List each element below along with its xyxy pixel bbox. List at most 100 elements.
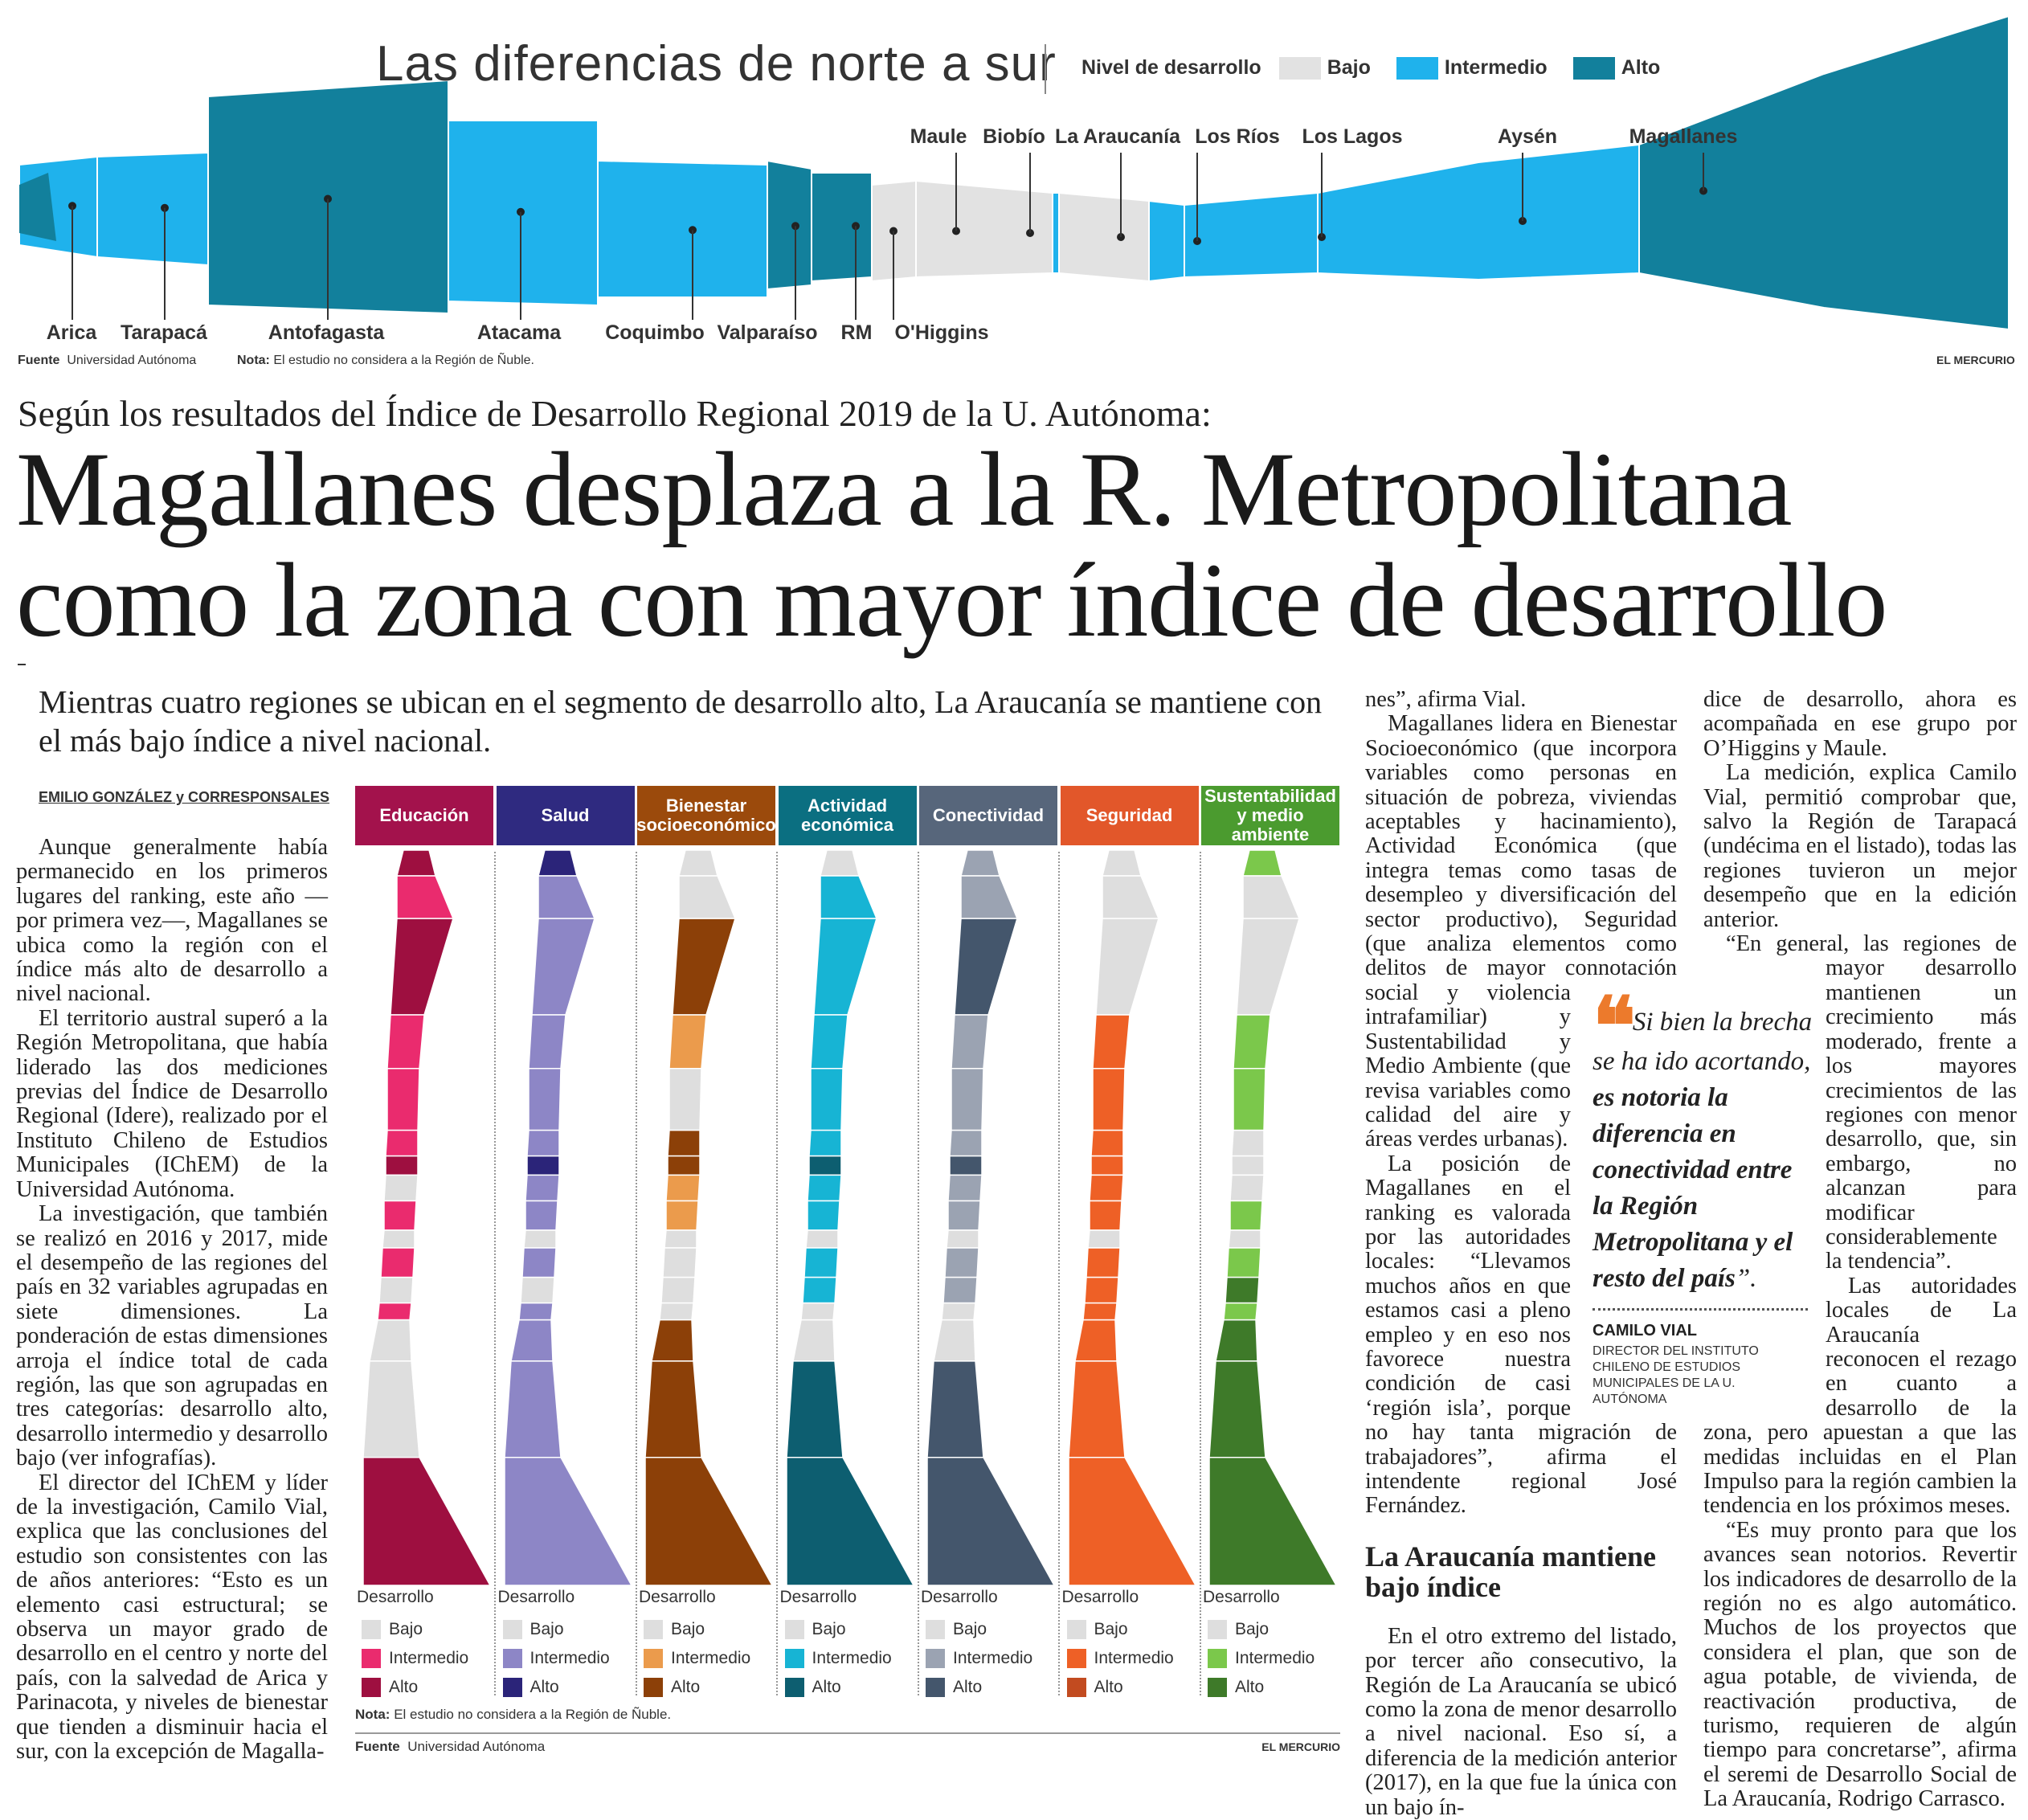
map-region-uble xyxy=(382,1229,415,1249)
map-region-maule xyxy=(915,179,1053,279)
infographic-note: Nota: El estudio no considera a la Regió… xyxy=(355,1707,1340,1723)
region-label: Los Ríos xyxy=(1195,125,1280,148)
map-region-loslagos xyxy=(651,1319,694,1362)
legend-label: Intermedio xyxy=(812,1649,892,1667)
map-region-ohiggins xyxy=(665,1174,701,1202)
legend-swatch xyxy=(502,1649,522,1668)
map-region-laaraucana xyxy=(1225,1276,1260,1304)
paragraph: La medición, explica Camilo Vial, permit… xyxy=(1703,760,2017,932)
legend-swatch xyxy=(644,1649,663,1668)
dimension-map xyxy=(503,849,632,1586)
dimension-column-5: Conectividad Desarrollo Bajo Intermedio Alto xyxy=(919,786,1060,1702)
map-region-maule xyxy=(383,1200,417,1231)
legend-swatch xyxy=(784,1649,804,1668)
region-label: O'Higgins xyxy=(894,321,989,344)
quote-divider xyxy=(1593,1308,1808,1311)
kicker: Según los resultados del Índice de Desar… xyxy=(18,393,1212,434)
note-label: Nota: xyxy=(355,1707,390,1722)
map-region-arica xyxy=(1101,849,1142,877)
map-region-magallanes xyxy=(1638,14,2010,331)
map-region-coquimbo xyxy=(597,159,768,298)
legend-label: Intermedio xyxy=(1094,1649,1174,1667)
legend-title: Desarrollo xyxy=(1203,1588,1280,1606)
dimension-map xyxy=(1208,849,1338,1586)
map-region-rm xyxy=(385,1155,419,1176)
map-region-losros xyxy=(799,1302,836,1321)
dimension-column-7: Sustentabilidad y medio ambiente Desarrol… xyxy=(1201,786,1339,1702)
legend-title: Desarrollo xyxy=(497,1588,575,1606)
region-label: Aysén xyxy=(1497,125,1558,148)
map-region-rm xyxy=(667,1155,701,1176)
map-region-arica xyxy=(1242,849,1282,877)
map-region-biobo xyxy=(944,1247,979,1278)
legend-title: Nivel de desarrollo xyxy=(1081,56,1261,80)
column-divider xyxy=(776,852,778,1695)
legend-label: Bajo xyxy=(1235,1620,1270,1638)
legend-item-intermedio: Intermedio xyxy=(1396,56,1548,80)
legend-label: Bajo xyxy=(1327,56,1371,79)
legend-label: Intermedio xyxy=(953,1649,1033,1667)
map-region-arica xyxy=(537,849,578,877)
map-region-ohiggins xyxy=(383,1174,419,1202)
map-region-coquimbo xyxy=(386,1068,420,1131)
dimension-header: Conectividad xyxy=(919,786,1057,845)
dimension-column-4: Actividad económica Desarrollo Bajo Interme… xyxy=(778,786,919,1702)
map-region-losros xyxy=(941,1302,976,1321)
map-region-arica xyxy=(960,849,1000,877)
map-region-losros xyxy=(1223,1302,1258,1321)
legend-swatch xyxy=(1208,1678,1227,1697)
map-region-rm xyxy=(808,1155,842,1176)
region-label: Magallanes xyxy=(1629,125,1738,148)
legend-item-I: Intermedio xyxy=(1203,1644,1315,1673)
legend-swatch xyxy=(1278,57,1321,80)
map-region-antofagasta xyxy=(1094,918,1159,1016)
map-region-maule xyxy=(524,1200,558,1231)
legend-swatch xyxy=(1208,1620,1227,1639)
dimension-legend: Desarrollo Bajo Intermedio Alto xyxy=(498,1588,610,1702)
legend-item-A: Alto xyxy=(1203,1673,1315,1702)
column-divider xyxy=(1058,852,1060,1695)
map-region-loslagos xyxy=(1215,1319,1258,1362)
pull-quote: ❝ Si bien la brecha se ha ido acortando, … xyxy=(1593,988,1813,1297)
map-region-uble xyxy=(804,1229,839,1249)
legend-item-bajo: Bajo xyxy=(1278,56,1371,80)
paragraph: Las autoridades locales de La Araucanía … xyxy=(1703,1273,2017,1519)
legend-item-B: Bajo xyxy=(1062,1615,1174,1644)
map-region-coquimbo xyxy=(1091,1068,1126,1131)
column-divider xyxy=(917,852,919,1695)
legend-label: Bajo xyxy=(812,1620,846,1638)
map-region-tarapac xyxy=(1242,875,1301,919)
dimension-map xyxy=(926,849,1056,1586)
legend-label: Bajo xyxy=(389,1620,423,1638)
map-region-atacama xyxy=(527,1014,566,1070)
map-region-losros xyxy=(1148,199,1185,283)
region-label: Valparaíso xyxy=(717,321,818,344)
map-region-ohiggins xyxy=(806,1174,842,1202)
source-text: Universidad Autónoma xyxy=(67,354,197,367)
legend-label: Intermedio xyxy=(671,1649,751,1667)
dimension-map xyxy=(1067,849,1196,1586)
map-region-losros xyxy=(1081,1302,1118,1321)
dimension-legend: Desarrollo Bajo Intermedio Alto xyxy=(357,1588,468,1702)
headline-line-2: como la zona con mayor índice de desarro… xyxy=(16,541,1887,659)
region-label: Arica xyxy=(46,321,97,344)
map-note: Nota: El estudio no considera a la Regió… xyxy=(237,354,534,368)
map-region-loslagos xyxy=(1184,191,1319,279)
map-region-biobo xyxy=(803,1247,839,1278)
map-region-uble xyxy=(522,1229,557,1249)
dimension-header: Salud xyxy=(496,786,635,845)
region-label: Tarapacá xyxy=(121,321,207,344)
dimension-map xyxy=(785,849,914,1586)
legend-item-A: Alto xyxy=(357,1673,468,1702)
legend-item-I: Intermedio xyxy=(921,1644,1032,1673)
legend-label: Alto xyxy=(671,1678,701,1696)
legend-item-B: Bajo xyxy=(780,1615,892,1644)
dimension-legend: Desarrollo Bajo Intermedio Alto xyxy=(780,1588,892,1702)
legend-swatch xyxy=(784,1678,804,1697)
map-region-loslagos xyxy=(791,1319,836,1362)
paragraph: dice de desarrollo, ahora es acompañada … xyxy=(1703,687,2017,761)
region-label: Antofagasta xyxy=(268,321,385,344)
map-region-magallanes xyxy=(503,1457,632,1586)
dimension-column-1: Educación Desarrollo Bajo Intermedio Alto xyxy=(355,786,496,1702)
dimension-column-3: Bienestar socioeconómico Desarrollo Bajo In… xyxy=(636,786,778,1702)
